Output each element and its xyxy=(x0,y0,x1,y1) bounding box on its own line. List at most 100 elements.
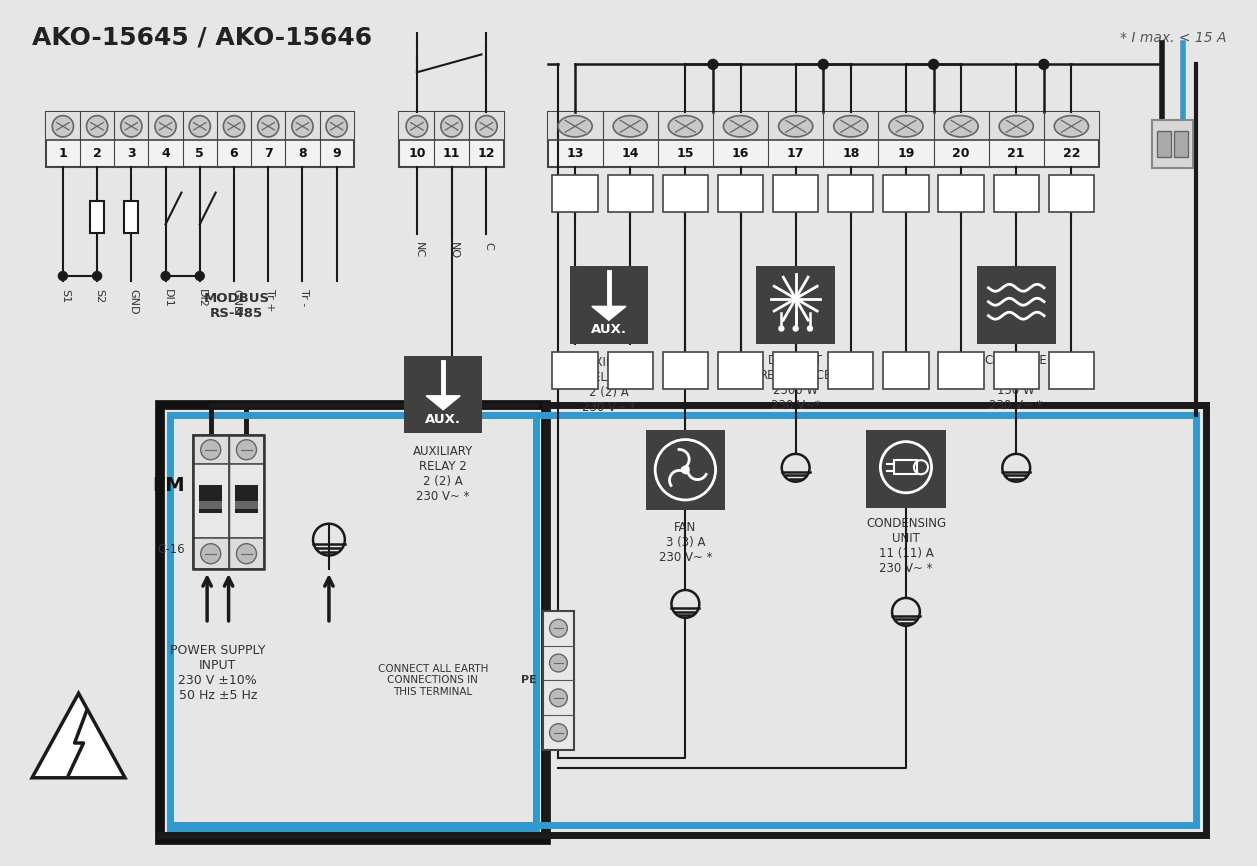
Text: DEFROST
RESISTANCE
2500 W
230 V~*: DEFROST RESISTANCE 2500 W 230 V~* xyxy=(759,353,832,411)
Bar xyxy=(1174,131,1188,157)
Bar xyxy=(192,435,229,464)
Text: CRANKASE
HEATER
150 W
230 V~ *: CRANKASE HEATER 150 W 230 V~ * xyxy=(985,353,1047,411)
Ellipse shape xyxy=(1055,116,1089,137)
Bar xyxy=(170,415,535,830)
Circle shape xyxy=(93,272,102,281)
Bar xyxy=(828,352,874,390)
Text: 7: 7 xyxy=(264,147,273,160)
Text: MODBUS
RS-485: MODBUS RS-485 xyxy=(204,292,270,320)
Circle shape xyxy=(195,272,204,281)
Bar xyxy=(543,611,574,750)
Ellipse shape xyxy=(558,116,592,137)
Ellipse shape xyxy=(53,116,73,137)
Circle shape xyxy=(807,326,812,331)
Text: 1: 1 xyxy=(59,147,67,160)
Circle shape xyxy=(236,440,256,460)
Bar xyxy=(160,405,546,840)
Bar xyxy=(895,460,918,475)
Polygon shape xyxy=(33,694,124,778)
Text: * I max. < 15 A: * I max. < 15 A xyxy=(1120,30,1226,44)
Ellipse shape xyxy=(999,116,1033,137)
Bar xyxy=(662,352,708,390)
Bar xyxy=(400,112,504,167)
Bar xyxy=(607,352,652,390)
Bar xyxy=(548,112,1099,140)
Ellipse shape xyxy=(441,116,463,137)
Text: 6: 6 xyxy=(230,147,239,160)
Circle shape xyxy=(549,619,567,637)
Text: AUX.: AUX. xyxy=(591,323,627,336)
Bar xyxy=(229,539,264,569)
Text: CONNECT ALL EARTH
CONNECTIONS IN
THIS TERMINAL: CONNECT ALL EARTH CONNECTIONS IN THIS TE… xyxy=(377,664,488,697)
Circle shape xyxy=(161,272,170,281)
Text: CONDENSING
UNIT
11 (11) A
230 V~ *: CONDENSING UNIT 11 (11) A 230 V~ * xyxy=(866,518,947,575)
Text: AKO-15645 / AKO-15646: AKO-15645 / AKO-15646 xyxy=(31,26,372,49)
Ellipse shape xyxy=(87,116,108,137)
Ellipse shape xyxy=(121,116,142,137)
Text: 13: 13 xyxy=(567,147,583,160)
Text: Tr +: Tr + xyxy=(265,289,275,312)
Bar xyxy=(192,539,229,569)
Circle shape xyxy=(929,60,939,69)
Circle shape xyxy=(549,654,567,672)
Polygon shape xyxy=(426,396,460,410)
Circle shape xyxy=(549,688,567,707)
Text: GND: GND xyxy=(231,289,241,314)
Ellipse shape xyxy=(944,116,978,137)
Circle shape xyxy=(201,544,221,564)
Text: 4: 4 xyxy=(161,147,170,160)
Text: NO: NO xyxy=(449,242,459,259)
Text: Tr -: Tr - xyxy=(299,289,309,307)
Bar xyxy=(229,464,264,539)
Bar xyxy=(884,175,929,212)
Bar xyxy=(571,266,647,344)
Text: 15: 15 xyxy=(676,147,694,160)
Text: AUXILIARY
RELAY 1
2 (2) A
230 V~ *: AUXILIARY RELAY 1 2 (2) A 230 V~ * xyxy=(578,356,639,413)
Ellipse shape xyxy=(189,116,210,137)
Ellipse shape xyxy=(669,116,703,137)
Text: 11: 11 xyxy=(442,147,460,160)
Circle shape xyxy=(236,544,256,564)
Bar xyxy=(866,430,945,507)
Bar xyxy=(405,356,481,433)
Bar xyxy=(662,175,708,212)
Ellipse shape xyxy=(326,116,347,137)
Bar xyxy=(718,352,763,390)
Ellipse shape xyxy=(155,116,176,137)
Bar xyxy=(718,175,763,212)
Bar xyxy=(229,435,264,464)
Text: C: C xyxy=(484,242,494,250)
Bar xyxy=(199,485,222,514)
Circle shape xyxy=(708,60,718,69)
Bar xyxy=(755,266,836,344)
Bar xyxy=(91,202,104,233)
Ellipse shape xyxy=(258,116,279,137)
Text: FM: FM xyxy=(152,476,185,495)
Circle shape xyxy=(681,466,689,474)
Bar xyxy=(939,352,984,390)
Text: S2: S2 xyxy=(94,289,104,303)
Bar xyxy=(1048,175,1094,212)
Text: 19: 19 xyxy=(897,147,915,160)
Text: AUXILIARY
RELAY 2
2 (2) A
230 V~ *: AUXILIARY RELAY 2 2 (2) A 230 V~ * xyxy=(414,445,474,503)
Bar xyxy=(977,266,1056,344)
Text: S1: S1 xyxy=(60,289,70,303)
Ellipse shape xyxy=(724,116,758,137)
Bar xyxy=(993,175,1038,212)
Bar xyxy=(192,464,229,539)
Text: 12: 12 xyxy=(478,147,495,160)
Ellipse shape xyxy=(475,116,498,137)
Bar xyxy=(400,112,504,140)
Bar xyxy=(773,175,818,212)
Text: 18: 18 xyxy=(842,147,860,160)
Bar xyxy=(192,435,264,569)
Text: NC: NC xyxy=(414,242,424,258)
Ellipse shape xyxy=(292,116,313,137)
Bar xyxy=(884,352,929,390)
Bar xyxy=(553,352,598,390)
Bar xyxy=(1048,352,1094,390)
Text: 21: 21 xyxy=(1008,147,1024,160)
Text: C-16: C-16 xyxy=(157,542,185,555)
Bar xyxy=(773,352,818,390)
Ellipse shape xyxy=(778,116,813,137)
